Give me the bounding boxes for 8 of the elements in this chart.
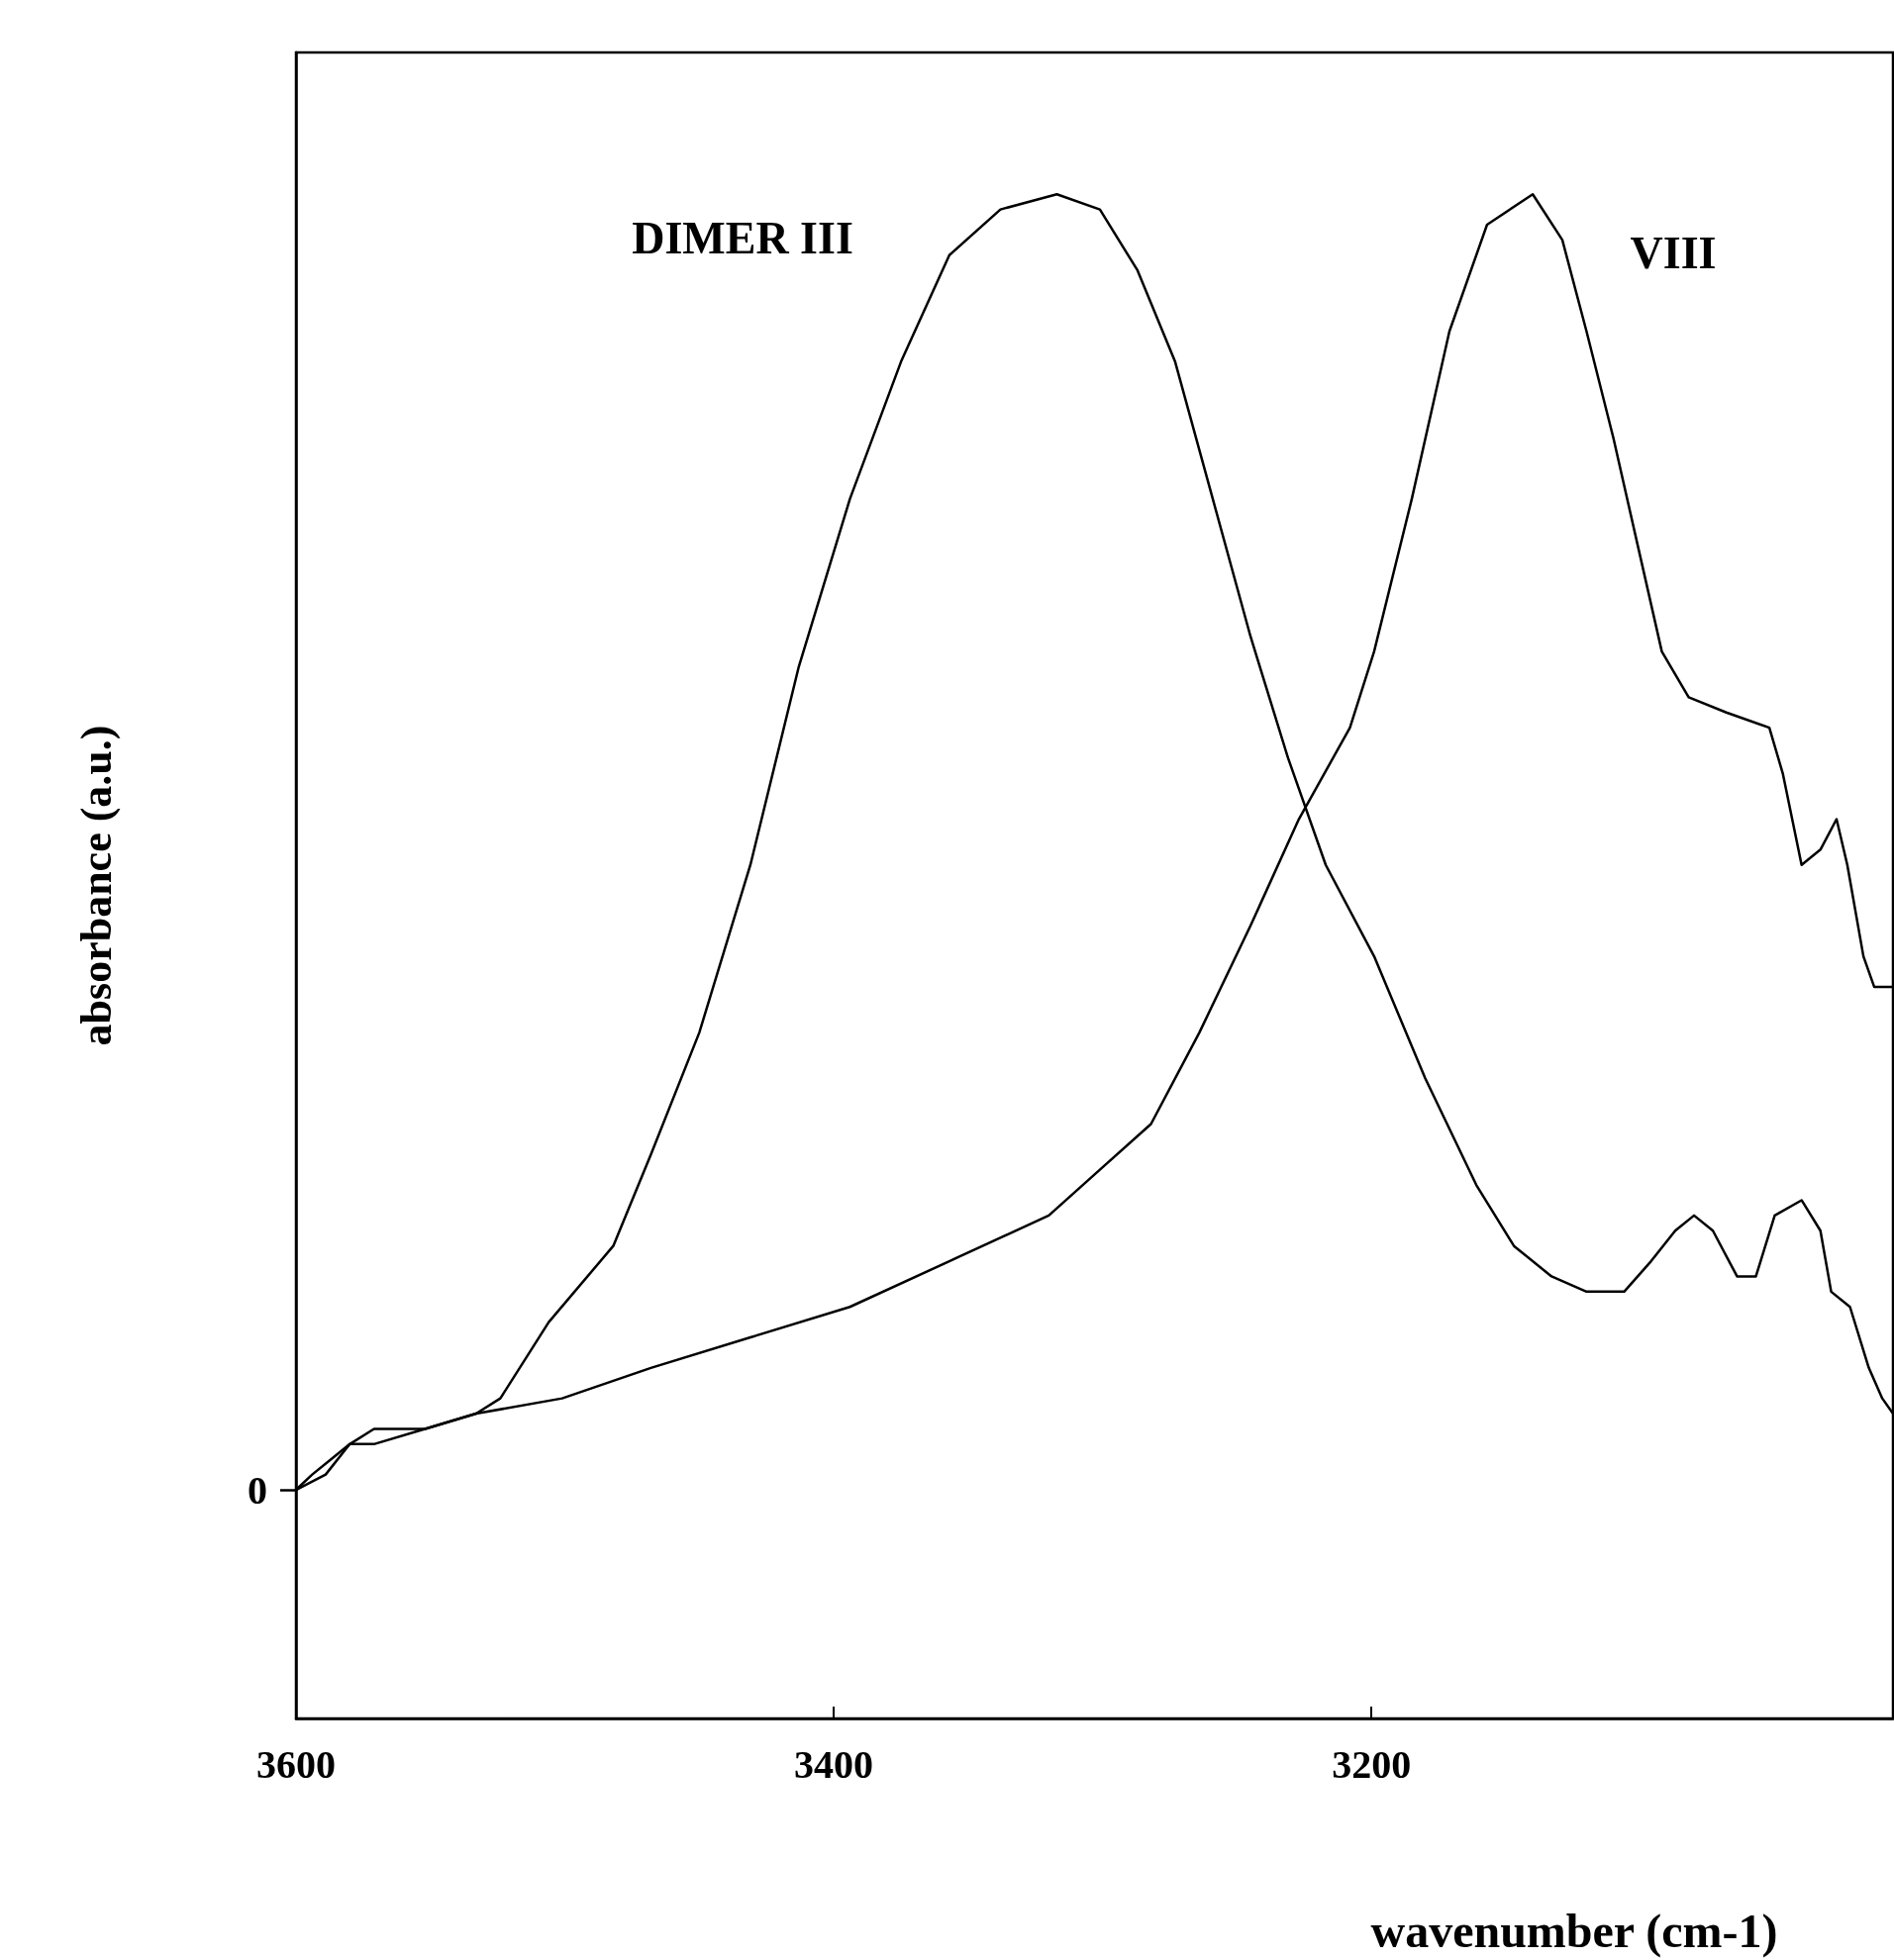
x-tick-label: 3400	[794, 1741, 874, 1787]
x-tick-label: 3600	[256, 1741, 336, 1787]
annotation: DIMER III	[632, 212, 853, 263]
y-axis-title: absorbance (a.u.)	[71, 725, 121, 1046]
text: 0	[248, 1467, 267, 1513]
x-tick-label: 3200	[1332, 1741, 1412, 1787]
annotation: VIII	[1630, 227, 1717, 278]
x-axis-title: wavenumber (cm-1)	[1370, 1904, 1778, 1958]
